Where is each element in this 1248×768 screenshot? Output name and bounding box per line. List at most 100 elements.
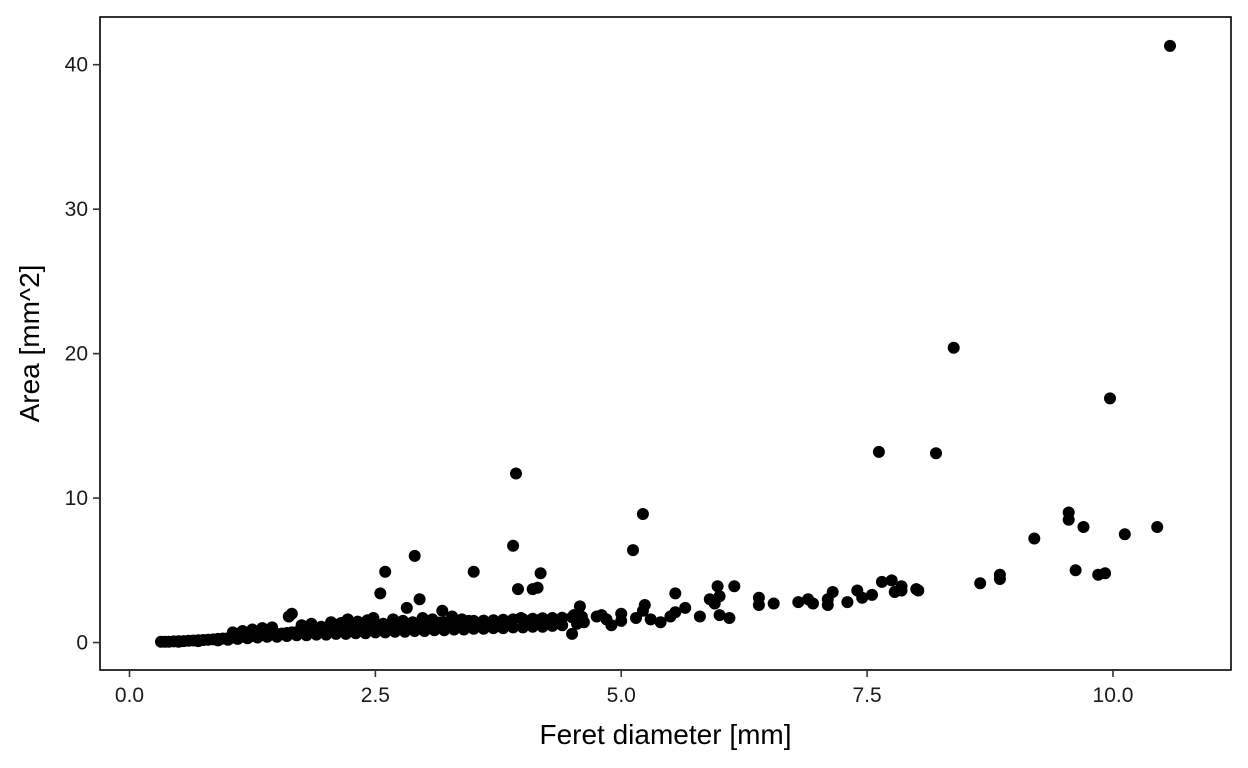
data-point xyxy=(544,614,557,627)
data-point xyxy=(531,581,544,594)
data-point xyxy=(367,612,380,624)
data-point xyxy=(266,621,279,634)
data-point xyxy=(428,624,441,637)
data-point xyxy=(807,597,819,610)
data-point xyxy=(271,630,283,643)
data-point xyxy=(1028,532,1041,545)
data-point xyxy=(351,615,364,628)
data-point xyxy=(974,577,987,590)
data-point xyxy=(416,612,429,624)
data-point xyxy=(636,508,649,520)
data-point xyxy=(895,580,908,593)
data-point xyxy=(261,630,274,643)
data-point xyxy=(485,617,498,630)
data-point xyxy=(467,565,480,578)
data-point xyxy=(1062,506,1075,519)
data-point xyxy=(866,588,878,601)
data-point xyxy=(679,601,692,614)
data-point xyxy=(446,610,459,623)
data-point xyxy=(475,619,488,632)
data-point xyxy=(856,591,869,604)
data-point xyxy=(711,580,724,593)
x-axis-title: Feret diameter [mm] xyxy=(539,719,791,750)
data-point xyxy=(389,625,401,638)
data-point xyxy=(495,620,508,633)
data-point xyxy=(300,629,313,642)
data-point xyxy=(875,575,888,588)
data-point xyxy=(379,565,392,578)
data-point xyxy=(912,584,925,597)
data-point xyxy=(1104,392,1116,405)
data-point xyxy=(577,616,590,629)
data-point xyxy=(605,619,618,632)
data-point xyxy=(713,590,726,603)
data-point xyxy=(465,616,478,629)
data-point xyxy=(993,573,1006,585)
data-point xyxy=(436,604,449,617)
data-point xyxy=(554,616,567,629)
data-point xyxy=(767,597,780,610)
data-point xyxy=(396,614,409,627)
x-tick-label: 0.0 xyxy=(115,684,144,707)
data-point xyxy=(1118,528,1131,541)
data-point xyxy=(669,587,682,600)
data-point xyxy=(644,613,657,626)
data-point xyxy=(226,626,239,639)
data-point xyxy=(728,580,741,593)
data-point xyxy=(1164,39,1176,52)
data-point xyxy=(507,539,520,552)
data-point xyxy=(752,599,765,611)
x-tick-label: 5.0 xyxy=(607,684,636,707)
data-point xyxy=(505,614,518,627)
x-axis: 0.0 2.5 5.0 7.5 10.0 xyxy=(115,670,1134,707)
data-point xyxy=(615,607,628,620)
data-point xyxy=(638,599,651,611)
data-point xyxy=(713,609,726,622)
data-point xyxy=(349,627,362,640)
data-point xyxy=(723,612,736,624)
data-point xyxy=(295,619,308,632)
data-point xyxy=(387,613,400,626)
data-point xyxy=(627,544,639,557)
y-tick-label: 20 xyxy=(65,343,88,366)
data-point xyxy=(1077,521,1090,533)
x-tick-label: 7.5 xyxy=(853,684,882,707)
data-point xyxy=(256,622,269,635)
data-point xyxy=(290,629,303,642)
data-point xyxy=(212,634,224,647)
data-point xyxy=(408,549,421,562)
data-point xyxy=(457,623,470,636)
data-point xyxy=(398,625,411,638)
data-point xyxy=(438,624,451,637)
data-point xyxy=(885,574,898,587)
data-point xyxy=(841,596,854,609)
data-point xyxy=(524,616,537,629)
data-point xyxy=(246,623,259,636)
data-point xyxy=(512,583,524,596)
data-point xyxy=(315,620,328,633)
y-tick-label: 30 xyxy=(65,198,88,221)
data-point xyxy=(534,567,547,580)
data-point xyxy=(1069,564,1082,577)
data-point xyxy=(236,625,249,637)
data-point xyxy=(426,613,439,626)
data-point xyxy=(792,596,805,609)
data-point xyxy=(693,610,706,623)
x-tick-label: 2.5 xyxy=(361,684,390,707)
data-point xyxy=(534,613,547,626)
data-point xyxy=(406,616,419,629)
data-point xyxy=(280,630,293,642)
data-point xyxy=(568,609,580,622)
data-point xyxy=(418,625,431,637)
data-point xyxy=(192,635,205,648)
data-point xyxy=(369,626,382,639)
x-tick-label: 10.0 xyxy=(1093,684,1134,707)
data-point xyxy=(330,627,342,640)
data-point xyxy=(826,586,839,598)
data-point xyxy=(285,607,298,620)
data-point xyxy=(1151,521,1164,533)
data-point xyxy=(669,606,682,619)
data-point xyxy=(947,341,960,354)
y-axis: 0 10 20 30 40 xyxy=(65,54,100,655)
